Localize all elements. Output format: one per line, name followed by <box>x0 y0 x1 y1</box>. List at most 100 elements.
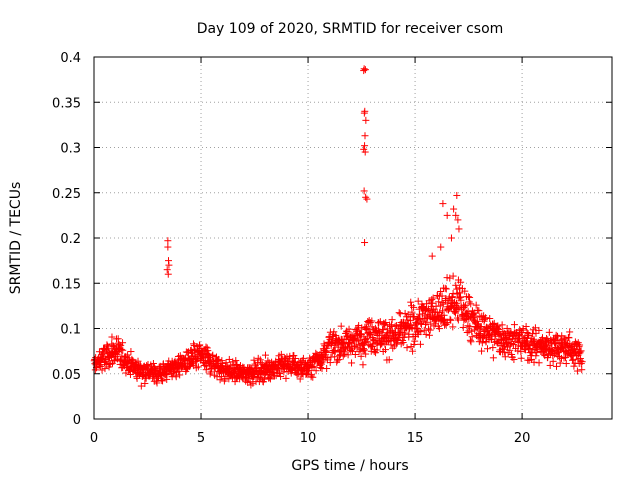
data-point <box>521 346 529 354</box>
data-point <box>437 287 445 295</box>
data-point <box>222 359 230 367</box>
data-point <box>482 314 490 322</box>
grid <box>94 57 612 419</box>
data-point <box>367 330 375 338</box>
data-point <box>373 346 381 354</box>
axis-ticks: 0 5 10 15 20 0 0.05 0.1 0.15 0.2 0.25 0.3 0.35 0.4 <box>52 51 612 446</box>
data-point <box>340 350 348 358</box>
data-point <box>202 343 210 351</box>
data-point <box>549 357 557 365</box>
data-point <box>362 350 370 358</box>
data-point <box>381 346 389 354</box>
data-point <box>229 358 237 366</box>
data-point <box>475 307 483 315</box>
data-point <box>436 302 444 310</box>
data-point <box>435 298 443 306</box>
data-point <box>524 341 532 349</box>
data-point <box>250 356 258 364</box>
data-point <box>119 339 127 347</box>
data-point <box>334 356 342 364</box>
data-point <box>108 333 116 341</box>
data-point <box>368 317 376 325</box>
data-point <box>256 356 264 364</box>
data-point <box>442 285 450 293</box>
data-point <box>420 326 428 334</box>
data-point <box>257 374 265 382</box>
data-point <box>290 352 298 360</box>
data-point <box>164 237 172 245</box>
data-point <box>261 375 269 383</box>
data-point <box>382 318 390 326</box>
data-point <box>176 371 184 379</box>
data-point <box>415 327 423 335</box>
data-point <box>532 352 540 360</box>
data-point <box>277 373 285 381</box>
data-point <box>514 347 522 355</box>
data-point <box>323 364 331 372</box>
data-point <box>510 356 518 364</box>
data-point <box>470 309 478 317</box>
data-point <box>452 211 460 219</box>
data-point <box>472 301 480 309</box>
chart-title: Day 109 of 2020, SRMTID for receiver cso… <box>197 21 504 37</box>
data-point <box>535 326 543 334</box>
data-point <box>225 375 233 383</box>
data-point <box>280 368 288 376</box>
data-point <box>554 352 562 360</box>
y-tick-label: 0.4 <box>60 51 81 66</box>
data-point <box>309 373 317 381</box>
data-point <box>476 330 484 338</box>
data-point <box>426 326 434 334</box>
data-point <box>447 316 455 324</box>
data-point <box>102 356 110 364</box>
data-point <box>575 343 583 351</box>
data-point <box>299 354 307 362</box>
data-point <box>345 325 353 333</box>
data-point <box>471 312 479 320</box>
data-point <box>565 334 573 342</box>
data-point <box>410 341 418 349</box>
data-point <box>186 362 194 370</box>
data-point <box>98 366 106 374</box>
data-point <box>468 333 476 341</box>
data-point <box>366 319 374 327</box>
data-point <box>453 191 461 199</box>
y-tick-label: 0 <box>73 413 81 428</box>
data-point <box>275 369 283 377</box>
data-point <box>500 345 508 353</box>
x-tick-label: 0 <box>90 431 98 446</box>
data-point <box>202 366 210 374</box>
data-point <box>546 361 554 369</box>
data-point <box>461 303 469 311</box>
data-point <box>483 345 491 353</box>
data-point <box>104 344 112 352</box>
data-point <box>385 356 393 364</box>
data-point <box>452 299 460 307</box>
data-point <box>439 200 447 208</box>
data-point <box>296 375 304 383</box>
data-point <box>344 351 352 359</box>
data-point <box>335 356 343 364</box>
data-point <box>443 211 451 219</box>
data-point <box>560 354 568 362</box>
data-point <box>196 341 204 349</box>
data-point <box>562 360 570 368</box>
data-point <box>562 353 570 361</box>
data-point <box>578 358 586 366</box>
data-point <box>330 328 338 336</box>
data-point <box>331 347 339 355</box>
y-axis-label: SRMTID / TECUs <box>8 182 24 295</box>
data-point <box>477 323 485 331</box>
data-point <box>448 293 456 301</box>
data-point <box>326 359 334 367</box>
data-point <box>509 341 517 349</box>
data-point <box>163 266 171 274</box>
data-point <box>362 193 370 201</box>
data-point <box>510 321 518 329</box>
data-point <box>569 356 577 364</box>
data-point <box>478 347 486 355</box>
data-point <box>429 294 437 302</box>
data-point <box>387 341 395 349</box>
data-point <box>479 333 487 341</box>
data-point <box>312 349 320 357</box>
